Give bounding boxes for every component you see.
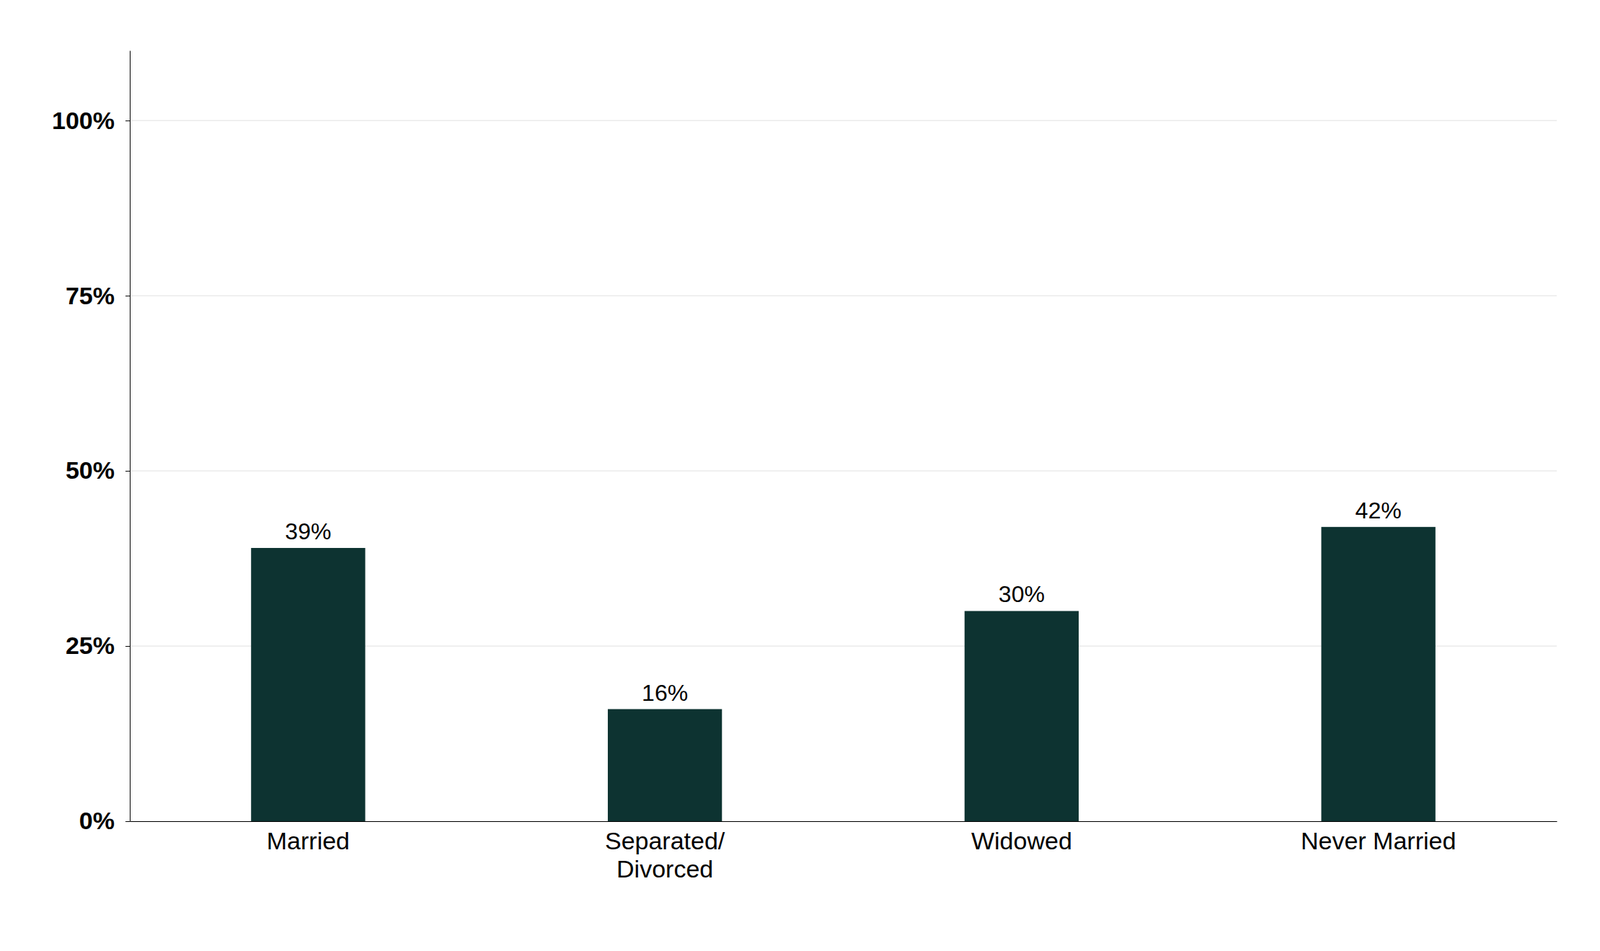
y-tick-label: 50% — [65, 456, 115, 484]
grid-line — [129, 470, 1557, 472]
y-tick-mark — [125, 470, 130, 472]
y-tick-label: 25% — [65, 631, 115, 660]
x-tick-label: Married — [266, 827, 350, 855]
data-label: 30% — [998, 581, 1045, 608]
y-tick: 0% — [79, 806, 130, 835]
x-tick: Married — [266, 827, 350, 855]
y-tick: 50% — [65, 456, 130, 484]
x-tick: Widowed — [971, 827, 1073, 855]
y-axis: 0% 25% 50% 75% 100% — [51, 51, 130, 835]
data-label: 39% — [284, 518, 331, 545]
y-tick: 100% — [51, 106, 130, 135]
y-tick-label: 0% — [79, 806, 115, 835]
y-tick-mark — [125, 821, 130, 822]
x-tick-label: Widowed — [971, 827, 1073, 855]
bar — [964, 610, 1079, 822]
bar — [1320, 527, 1435, 822]
plot: 0% 25% 50% 75% 100% Married Separated/Divorced… — [51, 51, 1557, 884]
bars — [250, 527, 1436, 822]
y-tick: 25% — [65, 631, 130, 660]
grid-line — [129, 120, 1557, 122]
grid-line — [129, 295, 1557, 297]
x-tick-label: Never Married — [1300, 827, 1456, 855]
bar — [607, 709, 722, 822]
x-axis-line — [130, 821, 1558, 822]
y-tick: 75% — [65, 281, 130, 310]
data-labels: 39% 16% 30% 42% — [284, 497, 1401, 706]
y-tick-mark — [125, 646, 130, 647]
y-tick-label: 100% — [51, 106, 115, 135]
y-tick-label: 75% — [65, 281, 115, 310]
chart: 0% 25% 50% 75% 100% Married Separated/Divorced… — [0, 0, 1600, 951]
x-tick: Never Married — [1300, 827, 1456, 855]
y-tick-mark — [125, 295, 130, 297]
x-tick: Separated/Divorced — [604, 827, 726, 883]
y-axis-line — [129, 51, 131, 822]
data-label: 16% — [641, 679, 688, 706]
x-axis: Married Separated/Divorced Widowed Never Ma… — [130, 821, 1558, 884]
grid — [129, 120, 1557, 822]
data-label: 42% — [1355, 497, 1402, 524]
x-tick-label: Separated/Divorced — [604, 827, 726, 883]
y-tick-mark — [125, 120, 130, 122]
bar — [250, 547, 365, 822]
